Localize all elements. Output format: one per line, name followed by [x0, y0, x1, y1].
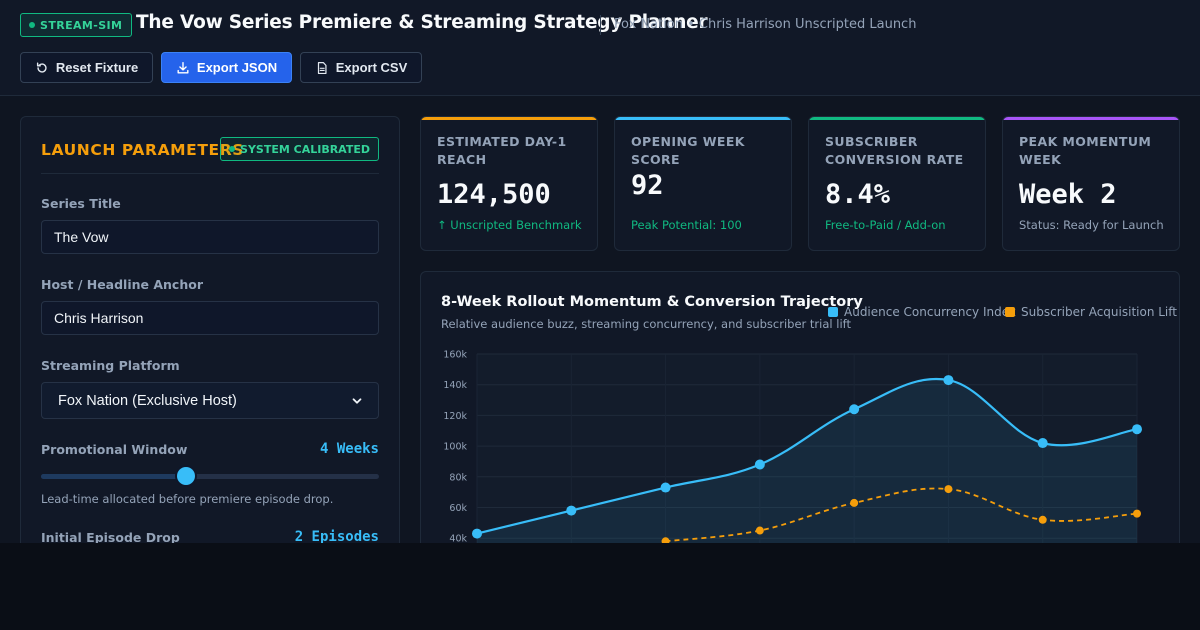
promo-window-slider[interactable]	[41, 474, 379, 479]
stream-sim-badge: STREAM-SIM	[20, 13, 133, 37]
data-point-concurrency	[754, 459, 765, 470]
kpi-label: PEAK MOMENTUM WEEK	[1019, 134, 1152, 167]
y-tick-label: 120k	[443, 411, 467, 422]
kpi-label: SUBSCRIBER CONVERSION RATE	[825, 134, 964, 167]
promo-window-hint: Lead-time allocated before premiere epis…	[41, 492, 334, 506]
reset-icon	[36, 61, 47, 73]
calibrated-label: SYSTEM CALIBRATED	[240, 142, 370, 156]
kpi-subtext: Status: Ready for Launch	[1019, 218, 1164, 232]
series-line-acquisition	[665, 487, 1138, 543]
plot-area	[477, 354, 1137, 543]
calibrated-dot-icon	[229, 146, 236, 152]
data-point-concurrency	[943, 375, 954, 386]
kpi-value: 92	[631, 170, 664, 201]
y-tick-label: 60k	[449, 503, 467, 514]
kpi-value: 124,500	[437, 179, 551, 210]
panel-title: LAUNCH PARAMETERS	[41, 141, 245, 159]
panel-divider	[41, 173, 379, 174]
kpi-value: Week 2	[1019, 179, 1117, 210]
launch-parameters-panel: LAUNCH PARAMETERS SYSTEM CALIBRATED Seri…	[20, 116, 400, 543]
data-point-concurrency	[660, 482, 671, 493]
export-json-button[interactable]: Export JSON	[161, 52, 292, 83]
promo-window-slider-thumb[interactable]	[177, 467, 196, 485]
kpi-label: OPENING WEEK SCORE	[631, 134, 745, 167]
chevron-down-icon	[352, 397, 362, 404]
y-tick-label: 140k	[443, 380, 467, 391]
kpi-accent-bar	[1003, 117, 1179, 120]
initial-drop-value: 2 Episodes	[294, 529, 379, 543]
kpi-accent-bar	[615, 117, 791, 120]
data-point-acquisition	[1133, 509, 1141, 518]
kpi-label: ESTIMATED DAY-1 REACH	[437, 134, 567, 167]
data-point-concurrency	[472, 528, 482, 539]
platform-select[interactable]: Fox Nation (Exclusive Host)	[41, 382, 379, 419]
data-point-concurrency	[566, 505, 577, 516]
host-label: Host / Headline Anchor	[41, 277, 203, 292]
legend-item-acquisition[interactable]: Subscriber Acquisition Lift	[1005, 305, 1177, 319]
kpi-subtext: ↑ Unscripted Benchmark	[437, 218, 582, 232]
series-area-concurrency	[477, 379, 1137, 543]
y-tick-label: 80k	[449, 472, 467, 483]
system-calibrated-badge: SYSTEM CALIBRATED	[220, 137, 379, 161]
promo-window-label: Promotional Window	[41, 442, 188, 457]
momentum-chart-card: 8-Week Rollout Momentum & Conversion Tra…	[420, 271, 1180, 543]
platform-label: Streaming Platform	[41, 358, 180, 373]
legend-swatch	[1005, 307, 1015, 317]
export-csv-label: Export CSV	[335, 60, 408, 75]
data-point-acquisition	[850, 498, 859, 507]
y-tick-label: 160k	[443, 350, 467, 361]
series-title-input[interactable]: The Vow	[41, 220, 379, 254]
app-viewport: STREAM-SIM The Vow Series Premiere & Str…	[0, 0, 1200, 543]
series-title-label: Series Title	[41, 196, 121, 211]
data-point-acquisition	[1038, 515, 1047, 524]
legend-label: Audience Concurrency Index	[844, 305, 1017, 319]
series-line-concurrency	[476, 377, 1138, 535]
kpi-accent-bar	[809, 117, 985, 120]
kpi-value: 8.4%	[825, 179, 891, 210]
promo-window-slider-fill	[41, 474, 187, 479]
chart-title: 8-Week Rollout Momentum & Conversion Tra…	[441, 294, 863, 310]
platform-selected-value: Fox Nation (Exclusive Host)	[58, 392, 237, 409]
legend-label: Subscriber Acquisition Lift	[1021, 305, 1177, 319]
app-header: STREAM-SIM The Vow Series Premiere & Str…	[0, 0, 1200, 96]
y-tick-label: 40k	[449, 534, 467, 543]
kpi-subtext: Free-to-Paid / Add-on	[825, 218, 946, 232]
reset-fixture-button[interactable]: Reset Fixture	[20, 52, 153, 83]
kpi-subtext: Peak Potential: 100	[631, 218, 742, 232]
download-icon	[177, 61, 189, 74]
kpi-accent-bar	[421, 117, 597, 120]
kpi-card-opening-week-score: OPENING WEEK SCORE 92 Peak Potential: 10…	[614, 116, 792, 251]
status-dot-icon	[29, 22, 35, 28]
file-text-icon	[317, 61, 327, 74]
data-point-acquisition	[944, 485, 953, 494]
initial-drop-label: Initial Episode Drop	[41, 530, 180, 543]
legend-item-concurrency[interactable]: Audience Concurrency Index	[828, 305, 1016, 319]
page-title: The Vow Series Premiere & Streaming Stra…	[136, 12, 708, 33]
legend-swatch	[828, 307, 838, 317]
host-input[interactable]: Chris Harrison	[41, 301, 379, 335]
momentum-line-chart: 160k 140k 120k 100k 80k 60k 40k	[443, 350, 1142, 543]
promo-window-value: 4 Weeks	[319, 441, 379, 457]
badge-label: STREAM-SIM	[40, 18, 123, 32]
title-divider	[600, 15, 601, 35]
kpi-card-day1-reach: ESTIMATED DAY-1 REACH 124,500 ↑ Unscript…	[420, 116, 598, 251]
reset-fixture-label: Reset Fixture	[55, 60, 139, 75]
data-point-acquisition	[755, 526, 764, 535]
export-json-label: Export JSON	[196, 60, 278, 75]
data-point-concurrency	[1132, 424, 1142, 435]
export-csv-button[interactable]: Export CSV	[300, 52, 422, 83]
chart-subtitle: Relative audience buzz, streaming concur…	[441, 317, 851, 331]
kpi-card-peak-momentum: PEAK MOMENTUM WEEK Week 2 Status: Ready …	[1002, 116, 1180, 251]
data-point-concurrency	[849, 404, 860, 415]
data-point-acquisition	[661, 537, 670, 543]
data-point-concurrency	[1037, 438, 1048, 449]
kpi-card-conversion-rate: SUBSCRIBER CONVERSION RATE 8.4% Free-to-…	[808, 116, 986, 251]
page-subtitle: Fox Nation • Chris Harrison Unscripted L…	[614, 17, 917, 32]
y-tick-label: 100k	[443, 442, 467, 453]
